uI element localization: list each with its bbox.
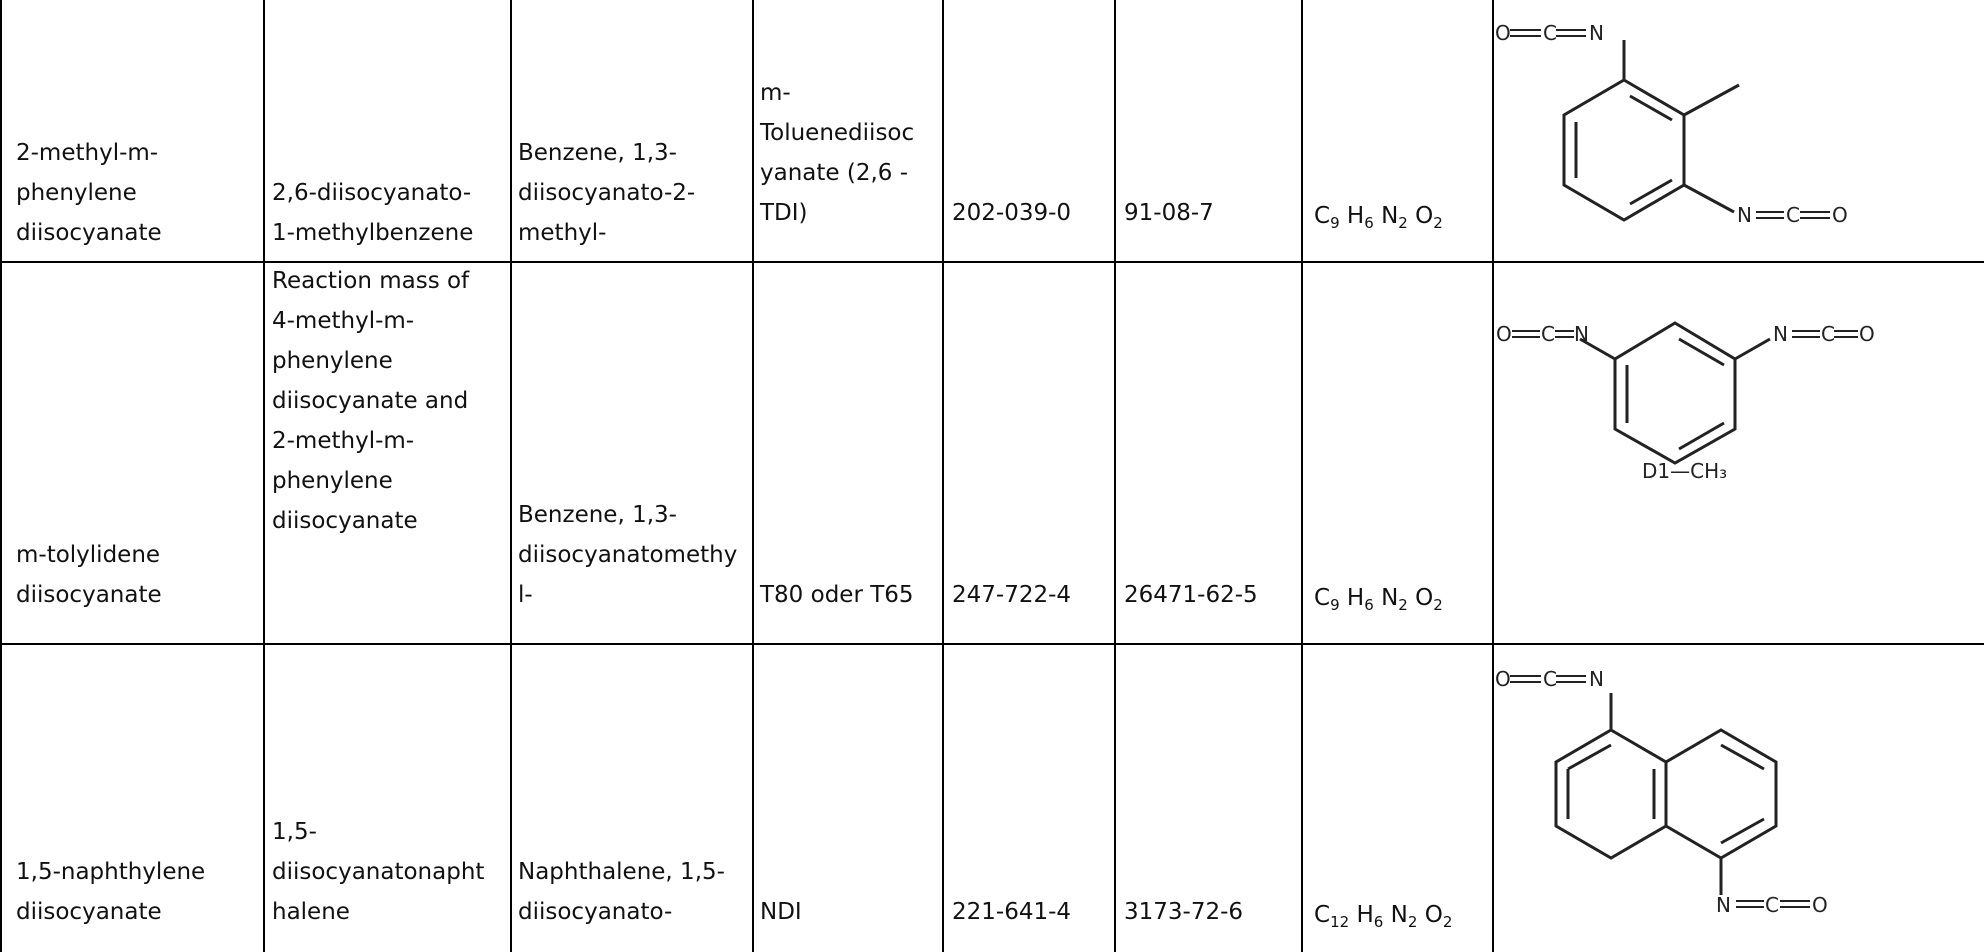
row-divider — [0, 261, 1984, 263]
structure-image-2-6-tdi: O C N N C O — [1495, 21, 1848, 227]
structure-caption: D1—CH₃ — [1642, 459, 1727, 483]
atom-label: N — [1773, 322, 1788, 346]
formula-element-c: C — [1314, 902, 1331, 928]
iupac-name-cell: 1,5- diisocyanatonapht halene — [272, 819, 485, 925]
chemical-name-cell: 2-methyl-m- phenylene diisocyanate — [16, 140, 162, 246]
atom-label: N — [1589, 667, 1604, 691]
atom-label: N — [1574, 322, 1589, 346]
formula-element-h: H — [1346, 203, 1365, 229]
ec-number-cell: 247-722-4 — [952, 582, 1072, 608]
atom-label: N — [1716, 893, 1731, 917]
formula-element-o: O — [1424, 902, 1443, 928]
index-name-cell: Benzene, 1,3- diisocyanatomethy l- — [518, 502, 738, 608]
atom-label: C — [1541, 322, 1555, 346]
column-divider — [942, 0, 944, 952]
ec-number-cell: 221-641-4 — [952, 899, 1072, 925]
column-divider — [1301, 0, 1303, 952]
cas-number-cell: 26471-62-5 — [1124, 582, 1258, 608]
cas-number-cell: 3173-72-6 — [1124, 899, 1244, 925]
trade-name-cell: T80 oder T65 — [760, 582, 914, 608]
column-divider — [1492, 0, 1494, 952]
chemical-name-cell: m-tolylidene diisocyanate — [16, 542, 162, 608]
index-name-cell: Naphthalene, 1,5- diisocyanato- — [518, 859, 725, 925]
index-name-cell: Benzene, 1,3- diisocyanato-2- methyl- — [518, 140, 696, 246]
atom-label: C — [1786, 203, 1800, 227]
ec-number-cell: 202-039-0 — [952, 200, 1072, 226]
formula-element-h: H — [1346, 585, 1365, 611]
iupac-name-cell: 2,6-diisocyanato- 1-methylbenzene — [272, 180, 474, 246]
formula-element-o: O — [1415, 585, 1434, 611]
molecular-formula: C12 H6 N2 O2 — [1314, 902, 1453, 931]
atom-label: O — [1495, 667, 1511, 691]
formula-element-n: N — [1390, 902, 1408, 928]
chemical-name-cell: 1,5-naphthylene diisocyanate — [16, 859, 206, 925]
formula-element-o: O — [1415, 203, 1434, 229]
formula-element-c: C — [1314, 203, 1331, 229]
row-divider — [0, 643, 1984, 645]
formula-element-n: N — [1381, 203, 1399, 229]
atom-label: N — [1737, 203, 1752, 227]
atom-label: O — [1496, 322, 1512, 346]
atom-label: O — [1832, 203, 1848, 227]
column-divider — [752, 0, 754, 952]
atom-label: N — [1589, 21, 1604, 45]
molecular-formula: C9 H6 N2 O2 — [1314, 203, 1443, 232]
trade-name-cell: NDI — [760, 899, 802, 925]
structure-image-tdi-mixture: O C N N C O D1—CH₃ — [1496, 321, 1875, 483]
atom-label: C — [1765, 893, 1779, 917]
atom-label: C — [1543, 21, 1557, 45]
formula-element-c: C — [1314, 585, 1331, 611]
formula-element-n: N — [1381, 585, 1399, 611]
formula-element-h: H — [1356, 902, 1374, 928]
column-divider — [510, 0, 512, 952]
molecular-formula: C9 H6 N2 O2 — [1314, 585, 1443, 614]
cas-number-cell: 91-08-7 — [1124, 200, 1214, 226]
trade-name-cell: m- Toluenediisoc yanate (2,6 - TDI) — [760, 80, 915, 226]
column-divider — [1114, 0, 1116, 952]
atom-label: C — [1543, 667, 1557, 691]
atom-label: O — [1812, 893, 1828, 917]
structure-image-ndi: O C N N C O — [1495, 667, 1828, 917]
atom-label: O — [1495, 21, 1511, 45]
table-border-left — [0, 0, 2, 952]
atom-label: C — [1821, 322, 1835, 346]
iupac-name-cell: Reaction mass of 4-methyl-m- phenylene d… — [272, 268, 470, 534]
column-divider — [263, 0, 265, 952]
atom-label: O — [1859, 322, 1875, 346]
